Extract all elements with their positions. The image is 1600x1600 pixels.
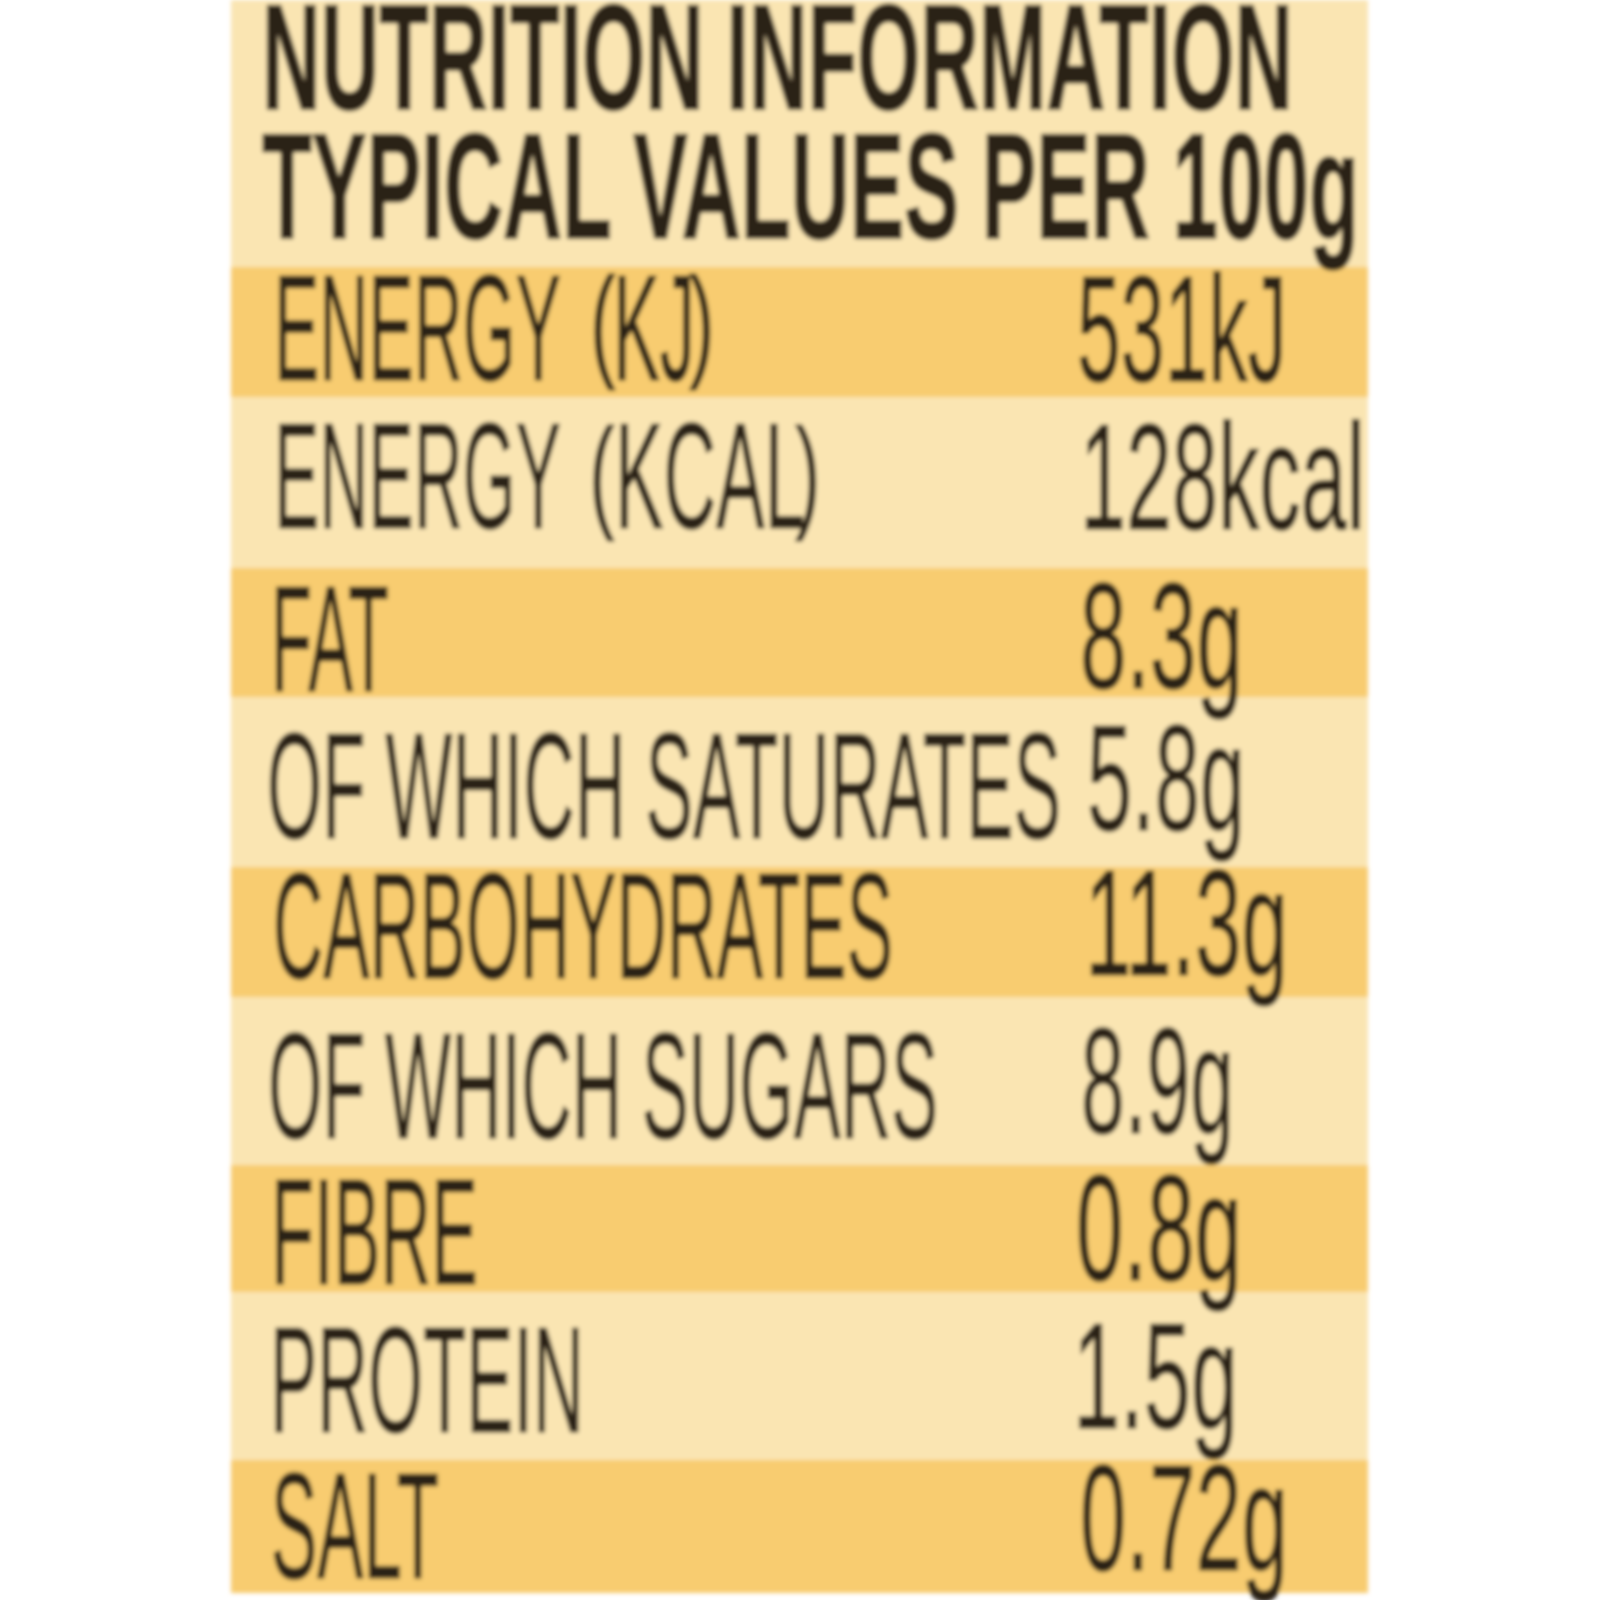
- svg-text:FIBRE: FIBRE: [271, 1147, 478, 1316]
- svg-text:ENERGY: ENERGY: [274, 391, 561, 560]
- svg-text:11.3g: 11.3g: [1085, 838, 1288, 1007]
- svg-text:SALT: SALT: [271, 1441, 439, 1600]
- svg-text:): ): [795, 403, 821, 541]
- svg-text:0.8g: 0.8g: [1076, 1143, 1242, 1312]
- svg-text:531kJ: 531kJ: [1077, 244, 1287, 413]
- svg-text:TYPICAL VALUES PER 100g: TYPICAL VALUES PER 100g: [262, 102, 1359, 270]
- svg-text:5.8g: 5.8g: [1087, 693, 1245, 862]
- svg-text:OF WHICH SUGARS: OF WHICH SUGARS: [268, 1001, 938, 1170]
- svg-text:KJ: KJ: [613, 243, 695, 412]
- svg-text:PROTEIN: PROTEIN: [270, 1295, 584, 1464]
- svg-text:NUTRITION INFORMATION: NUTRITION INFORMATION: [262, 0, 1293, 141]
- svg-text:8.3g: 8.3g: [1080, 551, 1243, 720]
- svg-text:8.9g: 8.9g: [1081, 996, 1234, 1165]
- svg-text:CARBOHYDRATES: CARBOHYDRATES: [273, 841, 893, 1010]
- svg-text:OF WHICH SATURATES: OF WHICH SATURATES: [267, 701, 1061, 870]
- svg-text:KCAL: KCAL: [615, 391, 805, 560]
- svg-text:(: (: [590, 252, 616, 390]
- svg-text:(: (: [589, 403, 615, 541]
- svg-text:0.72g: 0.72g: [1080, 1433, 1288, 1600]
- svg-text:ENERGY: ENERGY: [274, 243, 561, 412]
- svg-text:FAT: FAT: [271, 554, 389, 723]
- svg-text:): ): [689, 252, 715, 390]
- svg-text:128kcal: 128kcal: [1080, 392, 1365, 561]
- svg-text:1.5g: 1.5g: [1073, 1291, 1238, 1460]
